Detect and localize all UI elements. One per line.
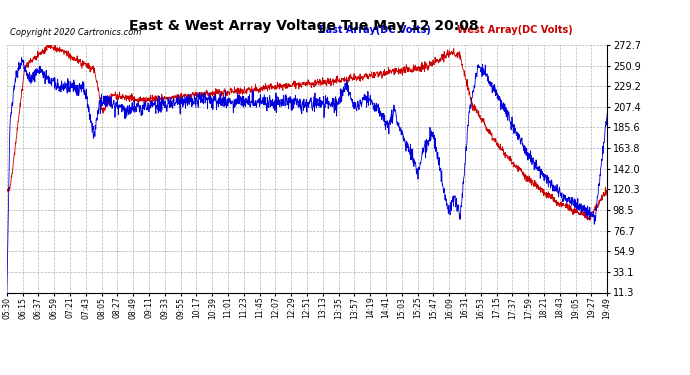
Text: West Array(DC Volts): West Array(DC Volts) <box>457 25 573 35</box>
Text: East & West Array Voltage Tue May 12 20:08: East & West Array Voltage Tue May 12 20:… <box>129 19 478 33</box>
Text: East Array(DC Volts): East Array(DC Volts) <box>319 25 431 35</box>
Text: Copyright 2020 Cartronics.com: Copyright 2020 Cartronics.com <box>10 28 141 37</box>
